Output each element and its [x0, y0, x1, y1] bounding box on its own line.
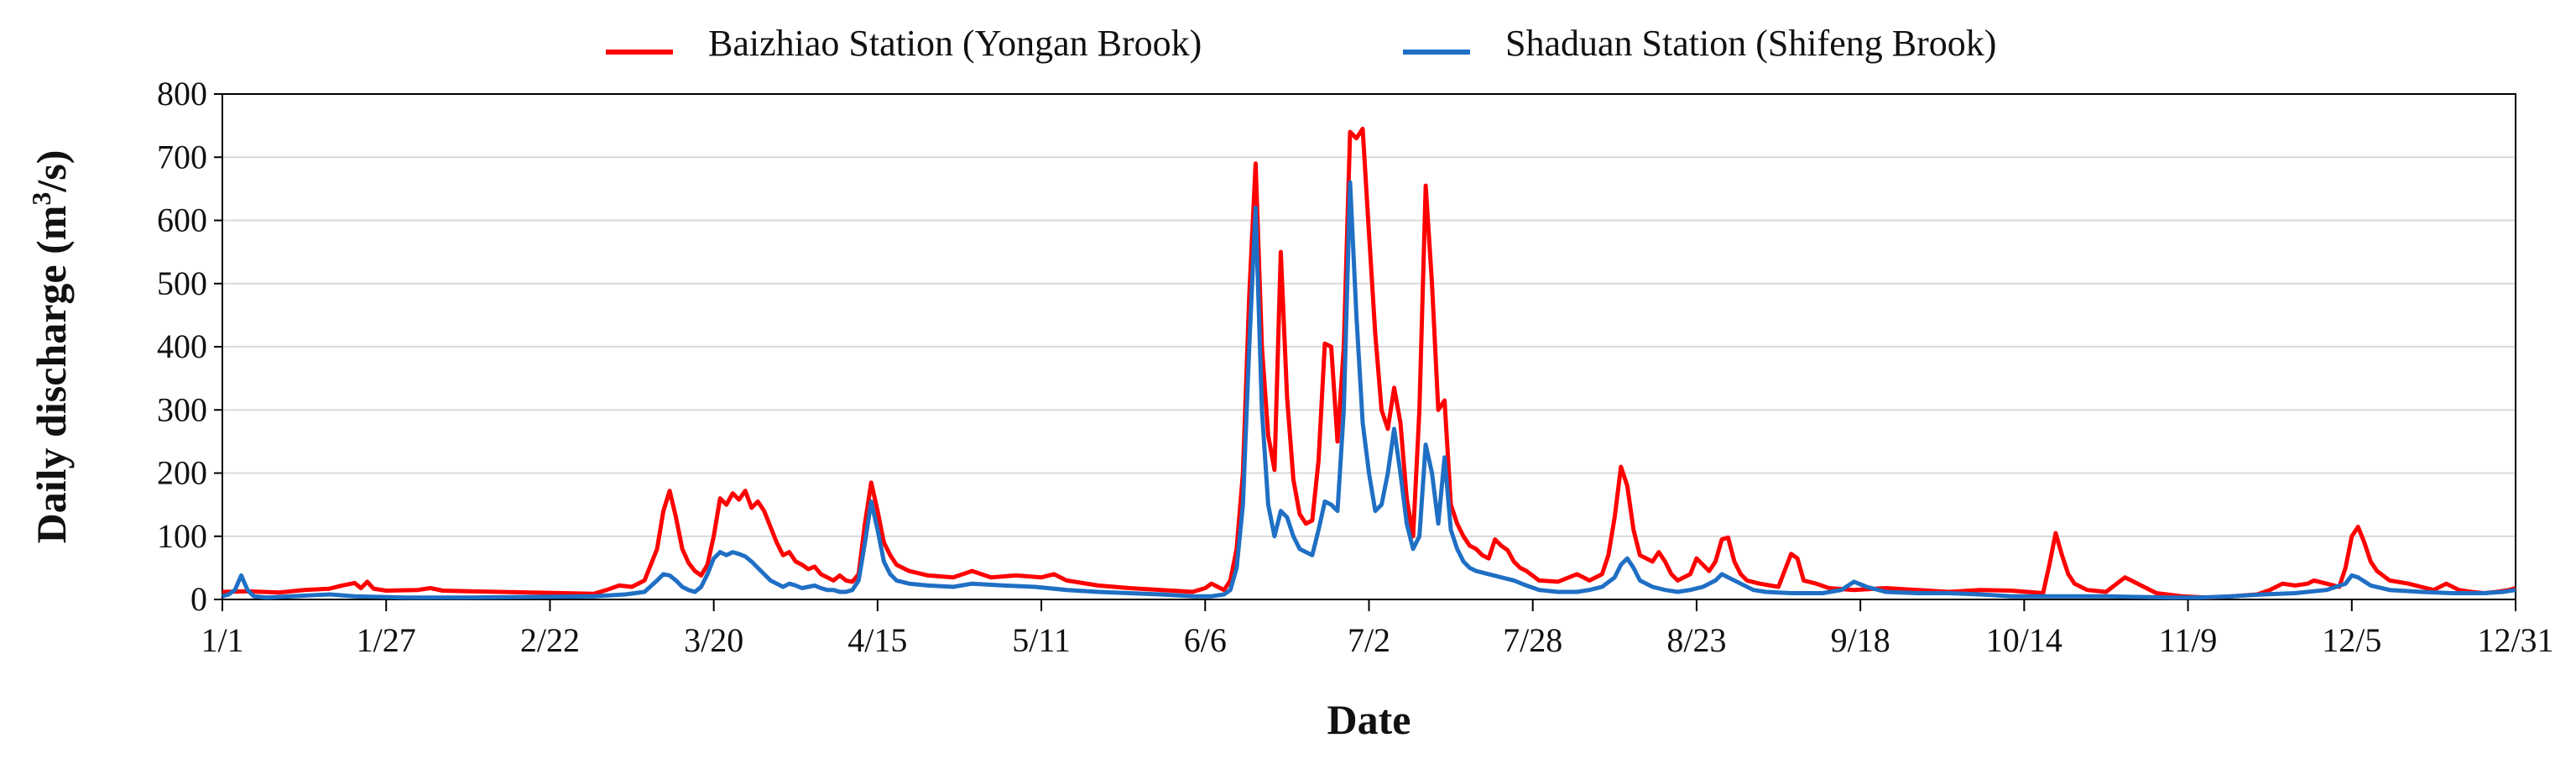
y-tick-label: 600 — [157, 201, 207, 239]
x-tick-label: 1/1 — [201, 621, 243, 659]
y-axis-title-main: Daily discharge (m — [28, 206, 75, 544]
y-axis-title: Daily discharge (m3/s) — [26, 150, 75, 544]
legend: Baizhiao Station (Yongan Brook) Shaduan S… — [606, 23, 1996, 64]
y-tick-label: 700 — [157, 138, 207, 175]
series-lines — [222, 126, 2516, 600]
x-tick-label: 9/18 — [1831, 621, 1890, 659]
y-tick-label: 100 — [157, 517, 207, 555]
x-tick-label: 8/23 — [1666, 621, 1726, 659]
legend-label-shaduan: Shaduan Station (Shifeng Brook) — [1505, 23, 1996, 64]
y-axis-ticks: 0 100 200 300 400 500 600 700 800 — [157, 75, 222, 618]
x-tick-label: 11/9 — [2159, 621, 2218, 659]
x-tick-label: 7/2 — [1348, 621, 1390, 659]
y-tick-label: 400 — [157, 327, 207, 365]
x-tick-label: 12/31 — [2477, 621, 2553, 659]
y-tick-label: 300 — [157, 390, 207, 428]
x-axis-ticks: 1/1 1/27 2/22 3/20 4/15 5/11 6/6 7/2 7/28 8/23 9/1… — [201, 599, 2554, 659]
y-tick-label: 800 — [157, 75, 207, 113]
x-tick-label: 3/20 — [684, 621, 743, 659]
x-tick-label: 4/15 — [847, 621, 907, 659]
y-axis-title-superscript: 3 — [26, 192, 56, 206]
x-tick-label: 7/28 — [1503, 621, 1562, 659]
legend-label-baizhiao: Baizhiao Station (Yongan Brook) — [708, 23, 1202, 64]
x-tick-label: 10/14 — [1986, 621, 2062, 659]
x-tick-label: 5/11 — [1012, 621, 1071, 659]
x-tick-label: 2/22 — [520, 621, 580, 659]
x-tick-label: 1/27 — [357, 621, 416, 659]
x-tick-label: 6/6 — [1184, 621, 1227, 659]
y-tick-label: 500 — [157, 264, 207, 302]
series-line-baizhiao — [222, 126, 2516, 600]
x-axis-title: Date — [1327, 696, 1411, 743]
y-axis-title-tail: /s) — [28, 150, 75, 193]
series-line-shaduan — [222, 180, 2516, 600]
y-tick-label: 0 — [190, 580, 207, 618]
x-tick-label: 12/5 — [2322, 621, 2381, 659]
y-tick-label: 200 — [157, 454, 207, 492]
